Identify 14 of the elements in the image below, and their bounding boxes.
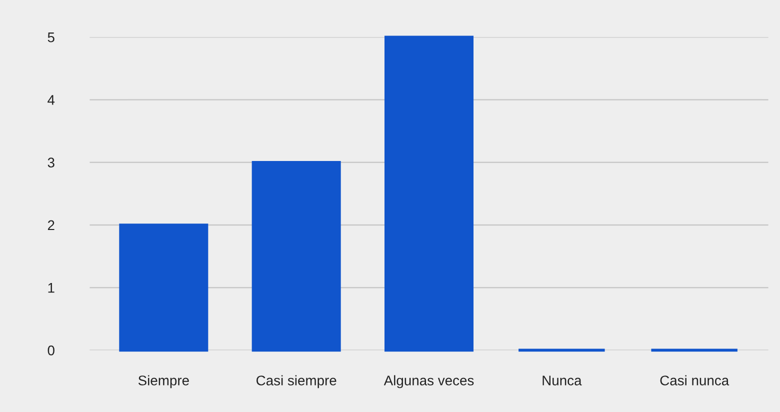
bar xyxy=(252,160,341,352)
y-tick-label: 1 xyxy=(48,283,54,293)
y-tick-label: 2 xyxy=(48,220,54,230)
bar xyxy=(119,224,208,352)
x-tick-label: Casi nunca xyxy=(660,375,730,386)
y-tick-label: 0 xyxy=(48,346,54,356)
x-tick-label: Casi siempre xyxy=(256,375,336,388)
y-tick-label: 5 xyxy=(48,32,54,42)
x-tick-label: Siempre xyxy=(138,375,189,388)
y-tick-label: 4 xyxy=(48,95,55,105)
x-tick-label: Algunas veces xyxy=(384,375,474,388)
y-tick-label: 3 xyxy=(48,158,54,168)
bar xyxy=(384,36,474,352)
x-tick-label: Nunca xyxy=(542,376,582,386)
